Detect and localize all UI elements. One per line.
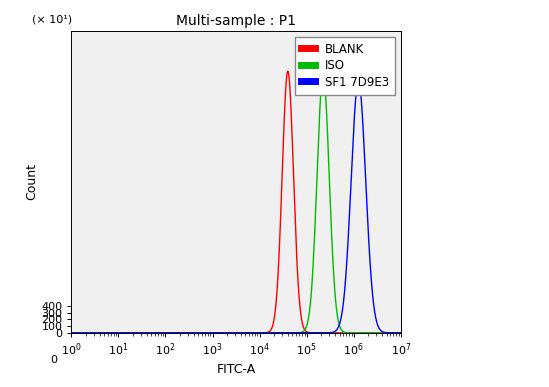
BLANK <box>397 330 404 335</box>
BLANK <box>70 330 76 335</box>
BLANK <box>229 330 236 335</box>
Legend: BLANK, ISO, SF1 7D9E3: BLANK, ISO, SF1 7D9E3 <box>295 37 395 95</box>
Title: Multi-sample : P1: Multi-sample : P1 <box>176 14 296 28</box>
SF1 7D9E3 <box>70 330 76 335</box>
ISO <box>82 330 88 335</box>
BLANK <box>380 330 386 335</box>
BLANK <box>284 69 291 74</box>
BLANK <box>68 330 75 335</box>
SF1 7D9E3 <box>133 330 139 335</box>
ISO <box>380 330 386 335</box>
SF1 7D9E3 <box>82 330 88 335</box>
ISO <box>229 330 236 335</box>
BLANK <box>133 330 139 335</box>
Line: SF1 7D9E3: SF1 7D9E3 <box>71 81 401 333</box>
Y-axis label: Count: Count <box>25 163 38 200</box>
Text: (× 10¹): (× 10¹) <box>32 15 72 25</box>
ISO <box>70 330 76 335</box>
Line: BLANK: BLANK <box>71 71 401 333</box>
SF1 7D9E3 <box>397 330 404 335</box>
Line: ISO: ISO <box>71 75 401 333</box>
X-axis label: FITC-A: FITC-A <box>216 363 256 376</box>
Text: 0: 0 <box>50 355 57 365</box>
ISO <box>397 330 404 335</box>
ISO <box>133 330 139 335</box>
SF1 7D9E3 <box>68 330 75 335</box>
ISO <box>320 72 327 77</box>
BLANK <box>82 330 88 335</box>
SF1 7D9E3 <box>88 330 94 335</box>
BLANK <box>88 330 94 335</box>
SF1 7D9E3 <box>355 79 362 84</box>
ISO <box>68 330 75 335</box>
SF1 7D9E3 <box>229 330 236 335</box>
SF1 7D9E3 <box>380 330 386 334</box>
ISO <box>88 330 94 335</box>
